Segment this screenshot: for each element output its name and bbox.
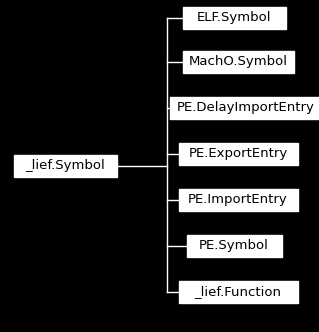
Text: _lief.Symbol: _lief.Symbol: [25, 159, 105, 173]
FancyBboxPatch shape: [182, 7, 286, 29]
Text: ELF.Symbol: ELF.Symbol: [197, 12, 271, 25]
FancyBboxPatch shape: [13, 155, 116, 177]
FancyBboxPatch shape: [179, 281, 298, 303]
FancyBboxPatch shape: [182, 51, 293, 73]
Text: PE.ExportEntry: PE.ExportEntry: [189, 147, 288, 160]
FancyBboxPatch shape: [187, 235, 281, 257]
FancyBboxPatch shape: [179, 189, 298, 211]
Text: PE.Symbol: PE.Symbol: [199, 239, 269, 253]
FancyBboxPatch shape: [179, 143, 298, 165]
FancyBboxPatch shape: [169, 97, 319, 119]
Text: _lief.Function: _lief.Function: [195, 286, 281, 298]
Text: PE.DelayImportEntry: PE.DelayImportEntry: [177, 102, 315, 115]
Text: PE.ImportEntry: PE.ImportEntry: [188, 194, 288, 207]
Text: MachO.Symbol: MachO.Symbol: [189, 55, 287, 68]
